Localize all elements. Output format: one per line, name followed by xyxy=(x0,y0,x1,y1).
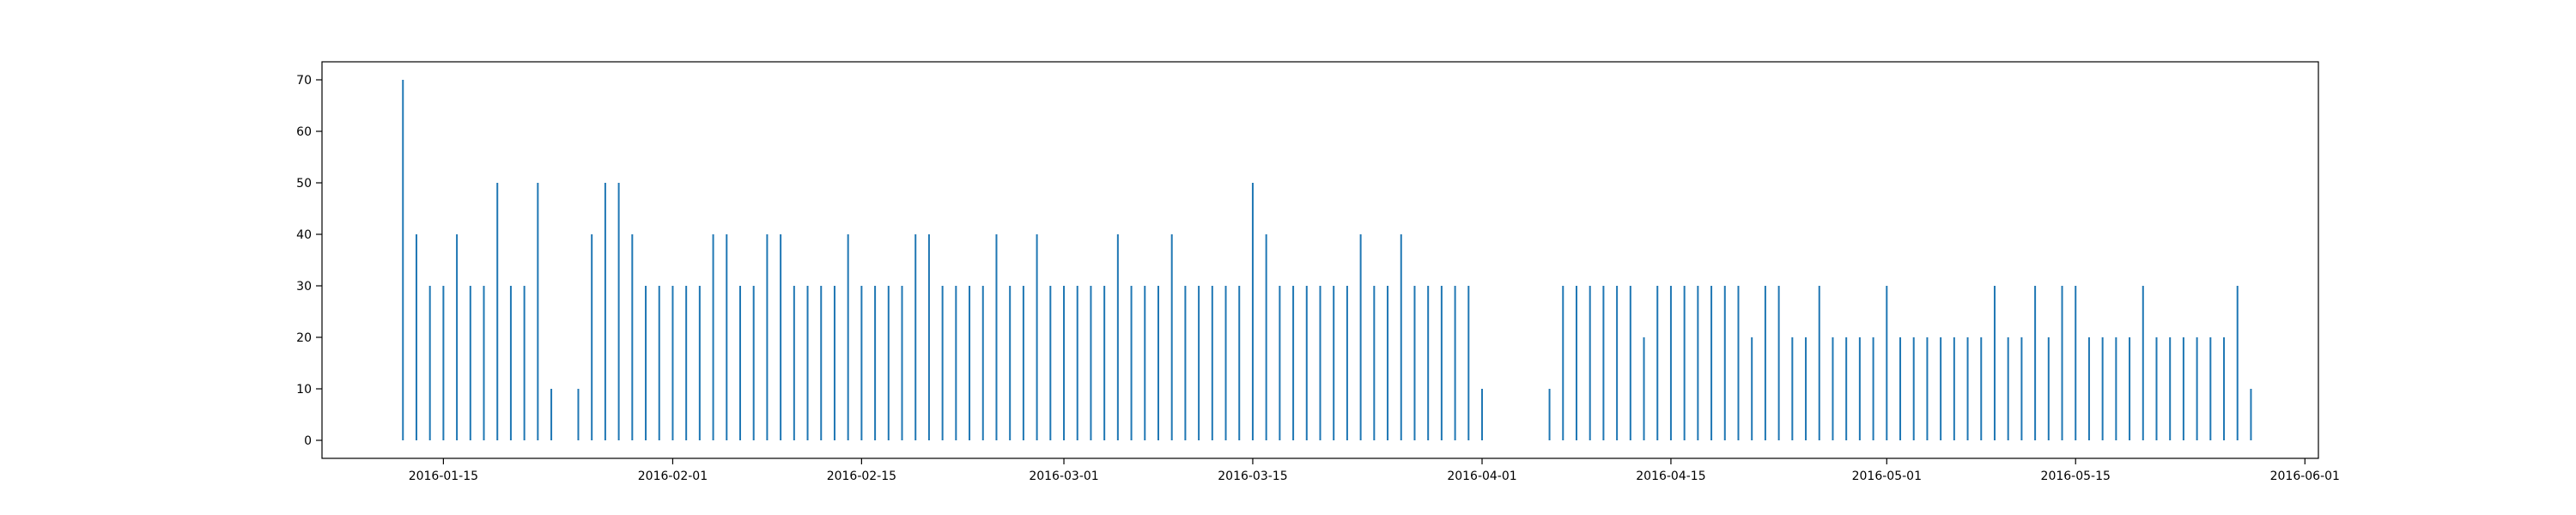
y-tick-label: 30 xyxy=(296,280,312,294)
y-tick-label: 10 xyxy=(296,383,312,397)
y-tick-label: 40 xyxy=(296,228,312,242)
x-axis: 2016-01-15 2016-02-01 2016-02-15 2016-03-01… xyxy=(409,458,2340,483)
series-0 xyxy=(402,80,2252,440)
y-tick-label: 60 xyxy=(296,125,312,139)
y-tick-label: 20 xyxy=(296,331,312,345)
series-layer xyxy=(402,80,2252,440)
x-tick-label: 2016-05-15 xyxy=(2041,470,2111,483)
x-tick-label: 2016-02-01 xyxy=(638,470,708,483)
x-tick-label: 2016-04-01 xyxy=(1447,470,1516,483)
x-tick-label: 2016-05-01 xyxy=(1852,470,1922,483)
x-tick-label: 2016-04-15 xyxy=(1636,470,1705,483)
y-axis: 0 10 20 30 40 50 60 70 xyxy=(296,74,322,448)
x-tick-label: 2016-06-01 xyxy=(2270,470,2340,483)
plot-area-frame xyxy=(321,61,2319,459)
x-tick-label: 2016-01-15 xyxy=(409,470,478,483)
y-tick-label: 50 xyxy=(296,177,312,191)
y-tick-label: 0 xyxy=(304,434,312,448)
x-tick-label: 2016-03-01 xyxy=(1029,470,1098,483)
y-tick-label: 70 xyxy=(296,74,312,88)
x-tick-label: 2016-02-15 xyxy=(827,470,896,483)
x-tick-label: 2016-03-15 xyxy=(1218,470,1287,483)
